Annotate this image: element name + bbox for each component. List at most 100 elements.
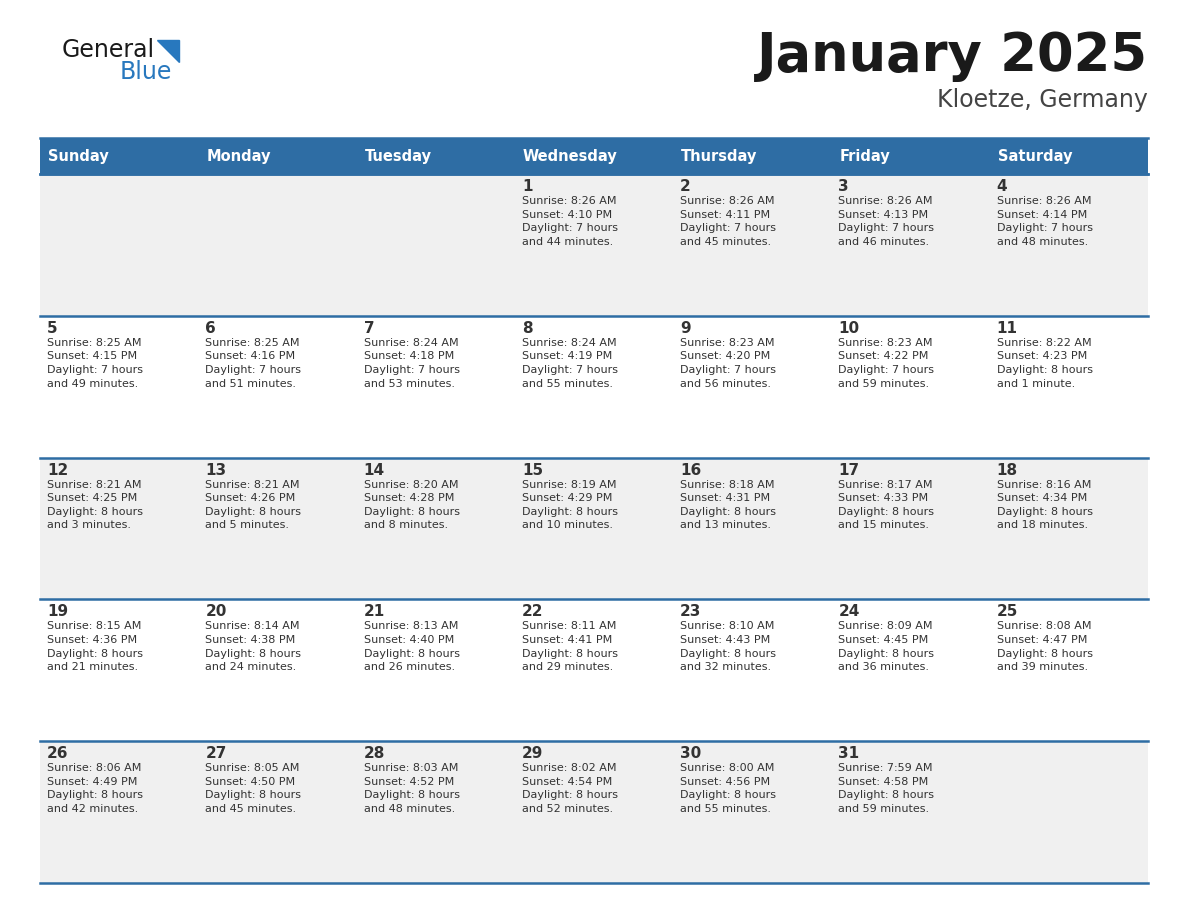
Bar — [40, 174, 198, 316]
Text: 30: 30 — [681, 746, 701, 761]
Bar — [832, 741, 990, 883]
Text: 15: 15 — [522, 463, 543, 477]
Text: 17: 17 — [839, 463, 860, 477]
Text: Sunrise: 8:05 AM
Sunset: 4:50 PM
Daylight: 8 hours
and 45 minutes.: Sunrise: 8:05 AM Sunset: 4:50 PM Dayligh… — [206, 763, 302, 814]
Text: 16: 16 — [681, 463, 701, 477]
Text: Wednesday: Wednesday — [523, 149, 618, 163]
Text: 31: 31 — [839, 746, 860, 761]
Text: Sunrise: 8:25 AM
Sunset: 4:15 PM
Daylight: 7 hours
and 49 minutes.: Sunrise: 8:25 AM Sunset: 4:15 PM Dayligh… — [48, 338, 143, 388]
Text: 27: 27 — [206, 746, 227, 761]
Text: Friday: Friday — [840, 149, 890, 163]
Text: 9: 9 — [681, 320, 690, 336]
Text: 12: 12 — [48, 463, 68, 477]
Text: Kloetze, Germany: Kloetze, Germany — [937, 88, 1148, 112]
Text: Sunrise: 8:13 AM
Sunset: 4:40 PM
Daylight: 8 hours
and 26 minutes.: Sunrise: 8:13 AM Sunset: 4:40 PM Dayligh… — [364, 621, 460, 672]
Text: 24: 24 — [839, 604, 860, 620]
Bar — [356, 741, 514, 883]
Text: Sunrise: 8:15 AM
Sunset: 4:36 PM
Daylight: 8 hours
and 21 minutes.: Sunrise: 8:15 AM Sunset: 4:36 PM Dayligh… — [48, 621, 143, 672]
Text: Sunrise: 8:24 AM
Sunset: 4:18 PM
Daylight: 7 hours
and 53 minutes.: Sunrise: 8:24 AM Sunset: 4:18 PM Dayligh… — [364, 338, 460, 388]
Bar — [990, 174, 1148, 316]
Bar — [674, 138, 832, 174]
Text: Sunrise: 8:18 AM
Sunset: 4:31 PM
Daylight: 8 hours
and 13 minutes.: Sunrise: 8:18 AM Sunset: 4:31 PM Dayligh… — [681, 479, 776, 531]
Bar — [832, 457, 990, 599]
Polygon shape — [157, 40, 179, 62]
Bar — [514, 457, 674, 599]
Text: 20: 20 — [206, 604, 227, 620]
Text: Sunrise: 8:20 AM
Sunset: 4:28 PM
Daylight: 8 hours
and 8 minutes.: Sunrise: 8:20 AM Sunset: 4:28 PM Dayligh… — [364, 479, 460, 531]
Text: Sunrise: 8:26 AM
Sunset: 4:11 PM
Daylight: 7 hours
and 45 minutes.: Sunrise: 8:26 AM Sunset: 4:11 PM Dayligh… — [681, 196, 776, 247]
Text: Tuesday: Tuesday — [365, 149, 431, 163]
Text: 8: 8 — [522, 320, 532, 336]
Text: Sunrise: 8:26 AM
Sunset: 4:14 PM
Daylight: 7 hours
and 48 minutes.: Sunrise: 8:26 AM Sunset: 4:14 PM Dayligh… — [997, 196, 1093, 247]
Text: January 2025: January 2025 — [757, 30, 1148, 82]
Text: 18: 18 — [997, 463, 1018, 477]
Bar — [990, 138, 1148, 174]
Bar — [40, 741, 198, 883]
Text: Sunrise: 8:21 AM
Sunset: 4:26 PM
Daylight: 8 hours
and 5 minutes.: Sunrise: 8:21 AM Sunset: 4:26 PM Dayligh… — [206, 479, 302, 531]
Text: Sunrise: 8:22 AM
Sunset: 4:23 PM
Daylight: 8 hours
and 1 minute.: Sunrise: 8:22 AM Sunset: 4:23 PM Dayligh… — [997, 338, 1093, 388]
Text: Sunrise: 8:26 AM
Sunset: 4:13 PM
Daylight: 7 hours
and 46 minutes.: Sunrise: 8:26 AM Sunset: 4:13 PM Dayligh… — [839, 196, 935, 247]
Text: 22: 22 — [522, 604, 543, 620]
Text: 19: 19 — [48, 604, 68, 620]
Bar — [40, 599, 198, 741]
Bar — [356, 174, 514, 316]
Text: Sunrise: 8:11 AM
Sunset: 4:41 PM
Daylight: 8 hours
and 29 minutes.: Sunrise: 8:11 AM Sunset: 4:41 PM Dayligh… — [522, 621, 618, 672]
Text: 10: 10 — [839, 320, 860, 336]
Bar — [40, 138, 198, 174]
Text: Thursday: Thursday — [681, 149, 758, 163]
Bar — [832, 599, 990, 741]
Bar — [990, 457, 1148, 599]
Bar — [514, 741, 674, 883]
Bar — [198, 457, 356, 599]
Bar — [40, 316, 198, 457]
Bar — [514, 316, 674, 457]
Bar — [356, 138, 514, 174]
Text: Sunrise: 8:16 AM
Sunset: 4:34 PM
Daylight: 8 hours
and 18 minutes.: Sunrise: 8:16 AM Sunset: 4:34 PM Dayligh… — [997, 479, 1093, 531]
Text: Sunrise: 8:03 AM
Sunset: 4:52 PM
Daylight: 8 hours
and 48 minutes.: Sunrise: 8:03 AM Sunset: 4:52 PM Dayligh… — [364, 763, 460, 814]
Text: Saturday: Saturday — [998, 149, 1073, 163]
Text: Sunrise: 8:10 AM
Sunset: 4:43 PM
Daylight: 8 hours
and 32 minutes.: Sunrise: 8:10 AM Sunset: 4:43 PM Dayligh… — [681, 621, 776, 672]
Text: 21: 21 — [364, 604, 385, 620]
Text: 6: 6 — [206, 320, 216, 336]
Text: Sunrise: 8:09 AM
Sunset: 4:45 PM
Daylight: 8 hours
and 36 minutes.: Sunrise: 8:09 AM Sunset: 4:45 PM Dayligh… — [839, 621, 935, 672]
Text: 3: 3 — [839, 179, 849, 194]
Bar — [674, 741, 832, 883]
Text: Blue: Blue — [120, 60, 172, 84]
Bar — [356, 599, 514, 741]
Text: 26: 26 — [48, 746, 69, 761]
Bar — [514, 138, 674, 174]
Bar — [198, 174, 356, 316]
Bar — [198, 741, 356, 883]
Text: 4: 4 — [997, 179, 1007, 194]
Text: Sunrise: 7:59 AM
Sunset: 4:58 PM
Daylight: 8 hours
and 59 minutes.: Sunrise: 7:59 AM Sunset: 4:58 PM Dayligh… — [839, 763, 935, 814]
Text: Sunrise: 8:25 AM
Sunset: 4:16 PM
Daylight: 7 hours
and 51 minutes.: Sunrise: 8:25 AM Sunset: 4:16 PM Dayligh… — [206, 338, 302, 388]
Text: Sunrise: 8:24 AM
Sunset: 4:19 PM
Daylight: 7 hours
and 55 minutes.: Sunrise: 8:24 AM Sunset: 4:19 PM Dayligh… — [522, 338, 618, 388]
Bar — [674, 174, 832, 316]
Text: 14: 14 — [364, 463, 385, 477]
Text: 25: 25 — [997, 604, 1018, 620]
Text: Sunrise: 8:19 AM
Sunset: 4:29 PM
Daylight: 8 hours
and 10 minutes.: Sunrise: 8:19 AM Sunset: 4:29 PM Dayligh… — [522, 479, 618, 531]
Bar — [674, 599, 832, 741]
Bar — [40, 457, 198, 599]
Text: Sunrise: 8:02 AM
Sunset: 4:54 PM
Daylight: 8 hours
and 52 minutes.: Sunrise: 8:02 AM Sunset: 4:54 PM Dayligh… — [522, 763, 618, 814]
Bar — [832, 316, 990, 457]
Text: Sunrise: 8:23 AM
Sunset: 4:20 PM
Daylight: 7 hours
and 56 minutes.: Sunrise: 8:23 AM Sunset: 4:20 PM Dayligh… — [681, 338, 776, 388]
Text: 7: 7 — [364, 320, 374, 336]
Bar — [990, 316, 1148, 457]
Text: 23: 23 — [681, 604, 702, 620]
Text: 2: 2 — [681, 179, 691, 194]
Text: 29: 29 — [522, 746, 543, 761]
Text: General: General — [62, 38, 156, 62]
Text: 28: 28 — [364, 746, 385, 761]
Text: 5: 5 — [48, 320, 58, 336]
Text: Sunrise: 8:06 AM
Sunset: 4:49 PM
Daylight: 8 hours
and 42 minutes.: Sunrise: 8:06 AM Sunset: 4:49 PM Dayligh… — [48, 763, 143, 814]
Text: Sunrise: 8:26 AM
Sunset: 4:10 PM
Daylight: 7 hours
and 44 minutes.: Sunrise: 8:26 AM Sunset: 4:10 PM Dayligh… — [522, 196, 618, 247]
Text: Sunrise: 8:21 AM
Sunset: 4:25 PM
Daylight: 8 hours
and 3 minutes.: Sunrise: 8:21 AM Sunset: 4:25 PM Dayligh… — [48, 479, 143, 531]
Bar — [832, 174, 990, 316]
Bar — [990, 599, 1148, 741]
Bar — [198, 138, 356, 174]
Bar — [356, 457, 514, 599]
Text: Sunrise: 8:23 AM
Sunset: 4:22 PM
Daylight: 7 hours
and 59 minutes.: Sunrise: 8:23 AM Sunset: 4:22 PM Dayligh… — [839, 338, 935, 388]
Bar — [674, 316, 832, 457]
Bar — [356, 316, 514, 457]
